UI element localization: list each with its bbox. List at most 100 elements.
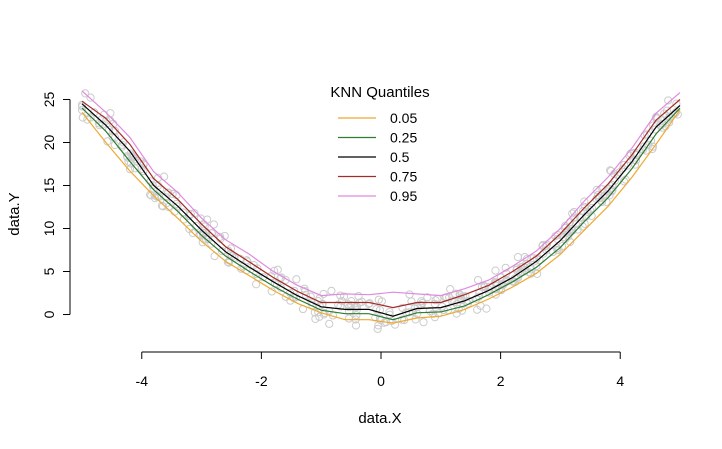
scatter-point <box>482 304 491 313</box>
x-tick-label: 0 <box>377 373 385 389</box>
scatter-point <box>186 209 195 219</box>
scatter-point <box>184 211 194 220</box>
scatter-point <box>172 199 181 209</box>
scatter-point <box>548 247 558 257</box>
scatter-point <box>524 268 533 277</box>
x-tick-label: -2 <box>255 373 268 389</box>
x-tick-label: 4 <box>616 373 624 389</box>
quantile-lines <box>81 90 681 324</box>
scatter-point <box>419 318 428 327</box>
scatter-point <box>319 289 328 299</box>
scatter-point <box>139 166 148 176</box>
scatter-point <box>351 321 361 330</box>
scatter-point <box>452 309 461 318</box>
legend: KNN Quantiles 0.05 0.25 0.5 0.75 0.95 <box>330 84 429 204</box>
scatter-point <box>126 159 136 168</box>
scatter-point <box>592 185 601 195</box>
scatter-points <box>77 89 682 333</box>
scatter-point <box>77 105 87 115</box>
scatter-point <box>672 99 681 108</box>
scatter-point <box>569 207 579 217</box>
y-axis-title: data.Y <box>6 192 23 235</box>
scatter-point <box>226 249 235 259</box>
x-axis: -4 -2 0 2 4 <box>136 351 624 389</box>
scatter-point <box>336 291 345 300</box>
scatter-point <box>354 292 363 301</box>
legend-label: 0.5 <box>390 149 410 165</box>
scatter-point <box>405 290 414 299</box>
scatter-point <box>146 190 155 199</box>
y-tick-label: 5 <box>41 267 57 275</box>
scatter-point <box>139 160 148 169</box>
scatter-point <box>131 164 140 173</box>
scatter-point <box>664 96 673 105</box>
scatter-point <box>243 257 252 266</box>
scatter-point <box>273 265 282 274</box>
scatter-point <box>602 197 611 206</box>
legend-label: 0.25 <box>390 130 417 146</box>
scatter-point <box>277 273 286 282</box>
y-tick-label: 0 <box>41 310 57 318</box>
scatter-point <box>281 275 290 285</box>
x-axis-title: data.X <box>358 410 401 427</box>
scatter-point <box>580 197 589 206</box>
scatter-point <box>310 308 319 317</box>
scatter-point <box>137 164 146 174</box>
scatter-point <box>571 220 580 229</box>
scatter-point <box>390 320 400 329</box>
scatter-point <box>529 254 538 263</box>
scatter-point <box>131 155 140 164</box>
scatter-point <box>327 286 336 295</box>
scatter-point <box>532 261 541 271</box>
scatter-point <box>658 123 667 132</box>
scatter-point <box>533 269 542 278</box>
scatter-point <box>580 219 589 228</box>
scatter-point <box>598 185 607 194</box>
scatter-point <box>587 211 596 220</box>
scatter-point <box>417 297 426 306</box>
scatter-point <box>111 133 120 142</box>
scatter-point <box>398 315 407 324</box>
scatter-point <box>86 93 95 102</box>
series-line-q095 <box>81 90 681 297</box>
series-line-q005 <box>81 109 681 324</box>
scatter-point <box>352 302 362 312</box>
x-tick-label: 2 <box>497 373 505 389</box>
scatter-point <box>580 203 590 212</box>
scatter-point <box>660 109 669 118</box>
scatter-point <box>375 305 385 315</box>
scatter-point <box>81 89 90 98</box>
scatter-point <box>109 127 118 136</box>
series-line-q025 <box>81 107 681 321</box>
scatter-point <box>292 275 301 284</box>
scatter-point <box>566 237 575 247</box>
y-tick-label: 15 <box>41 177 57 193</box>
scatter-point <box>573 225 582 234</box>
scatter-point <box>78 113 87 122</box>
scatter-point <box>301 290 310 299</box>
scatter-point <box>374 321 383 330</box>
scatter-point <box>83 115 92 124</box>
scatter-point <box>344 314 354 323</box>
scatter-point <box>641 146 650 155</box>
scatter-point <box>364 299 373 309</box>
scatter-point <box>492 281 501 290</box>
scatter-point <box>208 228 217 237</box>
x-tick-label: -4 <box>136 373 149 389</box>
scatter-point <box>352 311 361 320</box>
scatter-point <box>270 266 279 275</box>
legend-label: 0.05 <box>390 110 417 126</box>
scatter-point <box>554 246 563 255</box>
scatter-point <box>192 222 201 231</box>
scatter-point <box>207 239 216 248</box>
scatter-point <box>226 244 236 253</box>
series-line-q075 <box>81 99 681 309</box>
legend-label: 0.75 <box>390 169 417 185</box>
series-line-q05 <box>81 103 681 317</box>
scatter-point <box>373 324 382 333</box>
scatter-point <box>515 268 525 277</box>
scatter-point <box>603 187 612 196</box>
scatter-point <box>252 280 261 289</box>
y-axis: 0 5 10 15 20 25 <box>41 91 71 318</box>
scatter-point <box>587 203 597 213</box>
